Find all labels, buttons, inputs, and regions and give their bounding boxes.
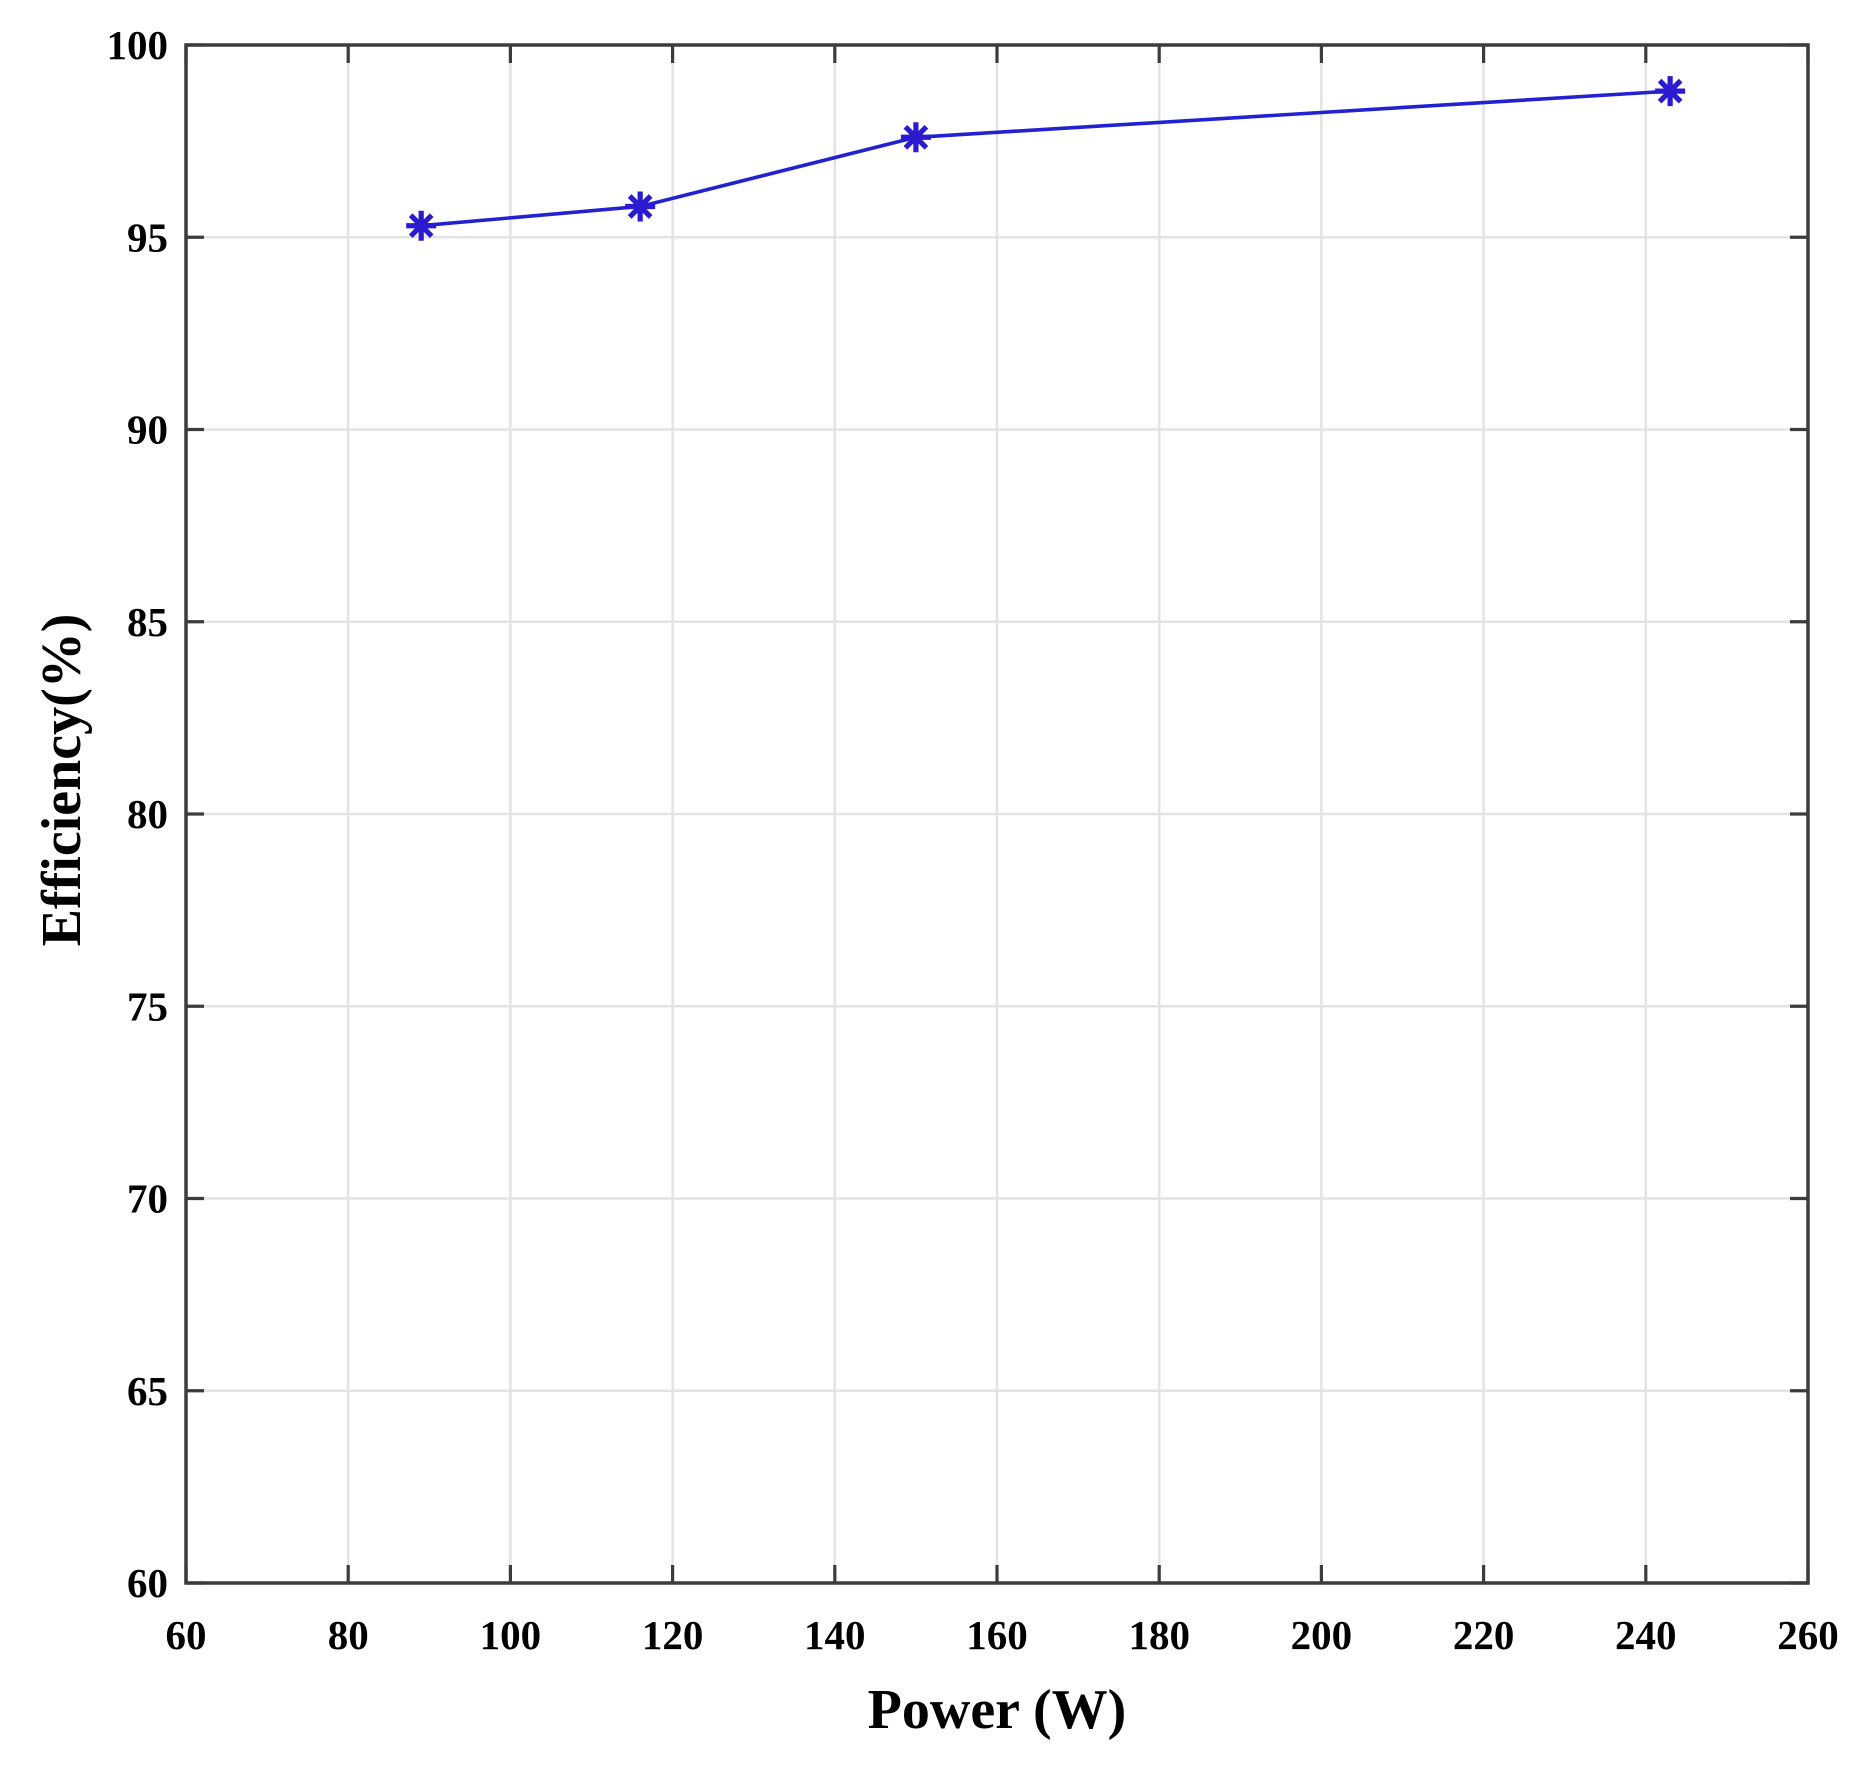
y-tick-label: 80 <box>127 791 168 837</box>
x-tick-label: 260 <box>1777 1612 1839 1658</box>
x-tick-label: 180 <box>1128 1612 1190 1658</box>
data-point-marker <box>625 191 656 222</box>
y-axis-label: Efficiency(%) <box>31 613 93 947</box>
y-tick-label: 85 <box>127 599 168 645</box>
x-tick-label: 200 <box>1291 1612 1353 1658</box>
x-tick-label: 140 <box>804 1612 866 1658</box>
y-tick-label: 65 <box>127 1368 168 1414</box>
data-point-marker <box>406 210 437 241</box>
y-tick-label: 70 <box>127 1176 168 1222</box>
y-tick-label: 90 <box>127 407 168 453</box>
x-tick-label: 80 <box>328 1612 369 1658</box>
x-tick-label: 160 <box>966 1612 1028 1658</box>
x-tick-label: 240 <box>1615 1612 1677 1658</box>
x-tick-label: 220 <box>1453 1612 1515 1658</box>
data-line <box>421 89 1671 228</box>
data-point-marker <box>900 122 931 153</box>
y-tick-label: 95 <box>127 214 168 260</box>
y-tick-label: 60 <box>127 1560 168 1606</box>
x-tick-label: 120 <box>642 1612 704 1658</box>
x-axis-label: Power (W) <box>867 1679 1127 1741</box>
y-tick-label: 75 <box>127 983 168 1029</box>
x-tick-label: 100 <box>480 1612 542 1658</box>
data-point-marker <box>1655 76 1686 107</box>
y-tick-label: 100 <box>107 22 169 68</box>
x-tick-label: 60 <box>166 1612 207 1658</box>
